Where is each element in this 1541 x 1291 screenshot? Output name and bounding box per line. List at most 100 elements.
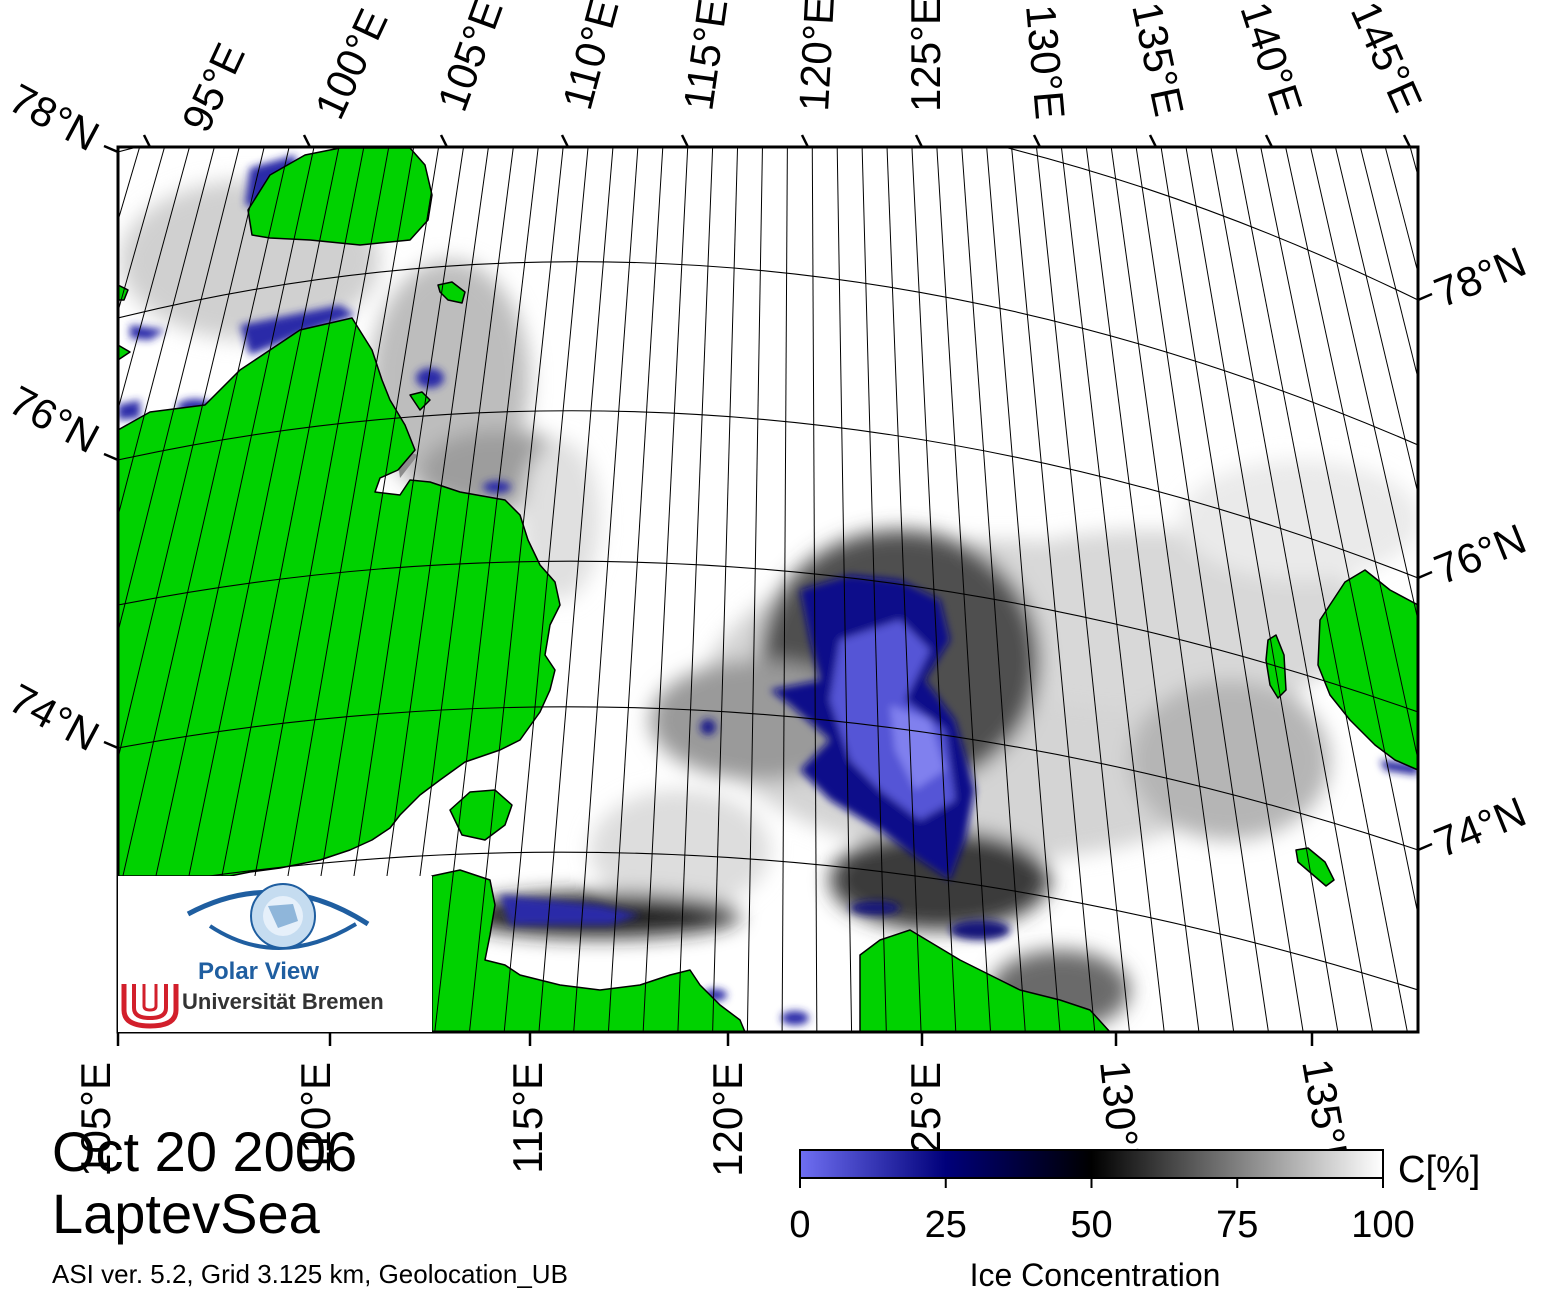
meridian-line (434, 147, 539, 1032)
meridian-line (836, 147, 853, 1032)
meridian-line (503, 147, 589, 1032)
colorbar-gradient (799, 1149, 1384, 1179)
top-lon-label: 145°E (1342, 0, 1432, 119)
colorbar-tick-label: 0 (789, 1204, 810, 1246)
meridian-line (746, 147, 763, 1032)
top-tick (560, 134, 570, 148)
bottom-lon-label: 115°E (504, 1062, 551, 1174)
left-tick (103, 740, 119, 750)
parallel-75n (118, 560, 1418, 713)
colorbar: 0 25 50 75 100 C[%] Ice Concentration (789, 1149, 1480, 1291)
top-lon-label: 140°E (1231, 0, 1311, 120)
colorbar-unit: C[%] (1398, 1149, 1480, 1191)
right-tick (1417, 570, 1433, 580)
top-lon-label: 135°E (1123, 0, 1193, 120)
land-islet-d (118, 344, 131, 361)
top-tick (1264, 134, 1274, 148)
meridian-line (986, 147, 1061, 1032)
bottom-lon-label: 110°E (292, 1062, 339, 1174)
meridian-line (607, 147, 664, 1032)
right-tick (1417, 292, 1433, 302)
axis-ticks (103, 134, 1433, 1046)
logo-university: Universität Bremen (182, 989, 384, 1014)
top-lon-label: 125°E (902, 0, 949, 112)
graticule (118, 147, 1418, 991)
meridian-line (0, 147, 115, 1032)
colorbar-tick-label: 50 (1070, 1204, 1112, 1246)
meridian-line (961, 147, 1026, 1032)
meridian-line (1110, 147, 1235, 1032)
top-tick (439, 134, 449, 148)
land-stolbovoy (1295, 847, 1335, 887)
land-masses (118, 147, 1418, 1032)
top-lon-label: 95°E (173, 36, 254, 139)
left-tick (103, 144, 119, 154)
top-tick (800, 134, 810, 148)
meridian-line (1035, 147, 1130, 1032)
meridian-line (886, 147, 922, 1032)
meridian-line (936, 147, 992, 1032)
meridian-line (0, 147, 90, 1032)
low-concentration-patches (118, 155, 1418, 1025)
land-islet-a (437, 281, 466, 304)
meridian-line (118, 147, 265, 761)
land-islet-b (409, 391, 431, 411)
meridian-line (118, 147, 190, 412)
meridian-line (911, 147, 957, 1032)
top-tick (302, 134, 312, 148)
meridian-line (468, 147, 564, 1032)
top-tick (142, 134, 152, 148)
top-lon-label: 110°E (553, 0, 627, 114)
right-lat-label: 78°N (1428, 238, 1533, 317)
logo-name: Polar View (198, 958, 319, 985)
left-tick (103, 452, 119, 462)
left-lat-label: 76°N (2, 376, 107, 462)
map-area (0, 147, 1418, 1032)
meridian-line (1285, 147, 1418, 763)
meridian-line (0, 147, 40, 1032)
meridian-line (712, 147, 739, 1032)
meridian-line (1011, 147, 1096, 1032)
meridian-line (1210, 147, 1374, 1032)
top-lon-label: 120°E (790, 0, 843, 112)
meridian-line (677, 147, 714, 1032)
meridian-line (0, 147, 65, 1032)
parallel-78n (118, 147, 1418, 301)
version-label: ASI ver. 5.2, Grid 3.125 km, Geolocation… (52, 1259, 568, 1289)
colorbar-tick-label: 25 (925, 1204, 967, 1246)
top-tick (1148, 134, 1158, 148)
right-tick (1417, 842, 1433, 852)
colorbar-tick-label: 75 (1216, 1204, 1258, 1246)
land-begichev (449, 789, 513, 841)
map-frame (116, 145, 1420, 1034)
meridian-line (642, 147, 689, 1032)
meridian-line (1135, 147, 1269, 1032)
meridian-line (1235, 147, 1408, 1032)
meridian-line (1310, 147, 1418, 623)
meridian-line (861, 147, 887, 1032)
meridian-line (811, 147, 818, 1032)
right-lat-label: 74°N (1428, 788, 1533, 867)
meridian-line (1160, 147, 1304, 1032)
top-tick (914, 134, 924, 148)
left-lat-labels: 78°N 76°N 74°N (2, 74, 107, 760)
eye-icon (186, 883, 370, 950)
land-south-coast (431, 869, 746, 1032)
meridian-line (1085, 147, 1200, 1032)
meridian-line (1334, 147, 1418, 496)
colorbar-ticks (799, 1178, 1384, 1188)
parallel-77n (118, 261, 1418, 446)
top-lon-label: 130°E (1017, 3, 1074, 122)
top-lon-label: 115°E (674, 0, 736, 113)
meridian-line (538, 147, 614, 1032)
bottom-lon-label: 120°E (704, 1062, 751, 1177)
meridian-line (781, 147, 788, 1032)
top-tick (680, 134, 690, 148)
right-lat-label: 76°N (1428, 515, 1533, 594)
parallel-74n (118, 706, 1418, 851)
top-lon-labels: 95°E 100°E 105°E 110°E 115°E 120°E 125°E… (173, 0, 1432, 139)
meridian-line (118, 147, 166, 314)
meridian-line (1260, 147, 1418, 917)
right-lat-labels: 78°N 76°N 74°N (1428, 238, 1533, 867)
